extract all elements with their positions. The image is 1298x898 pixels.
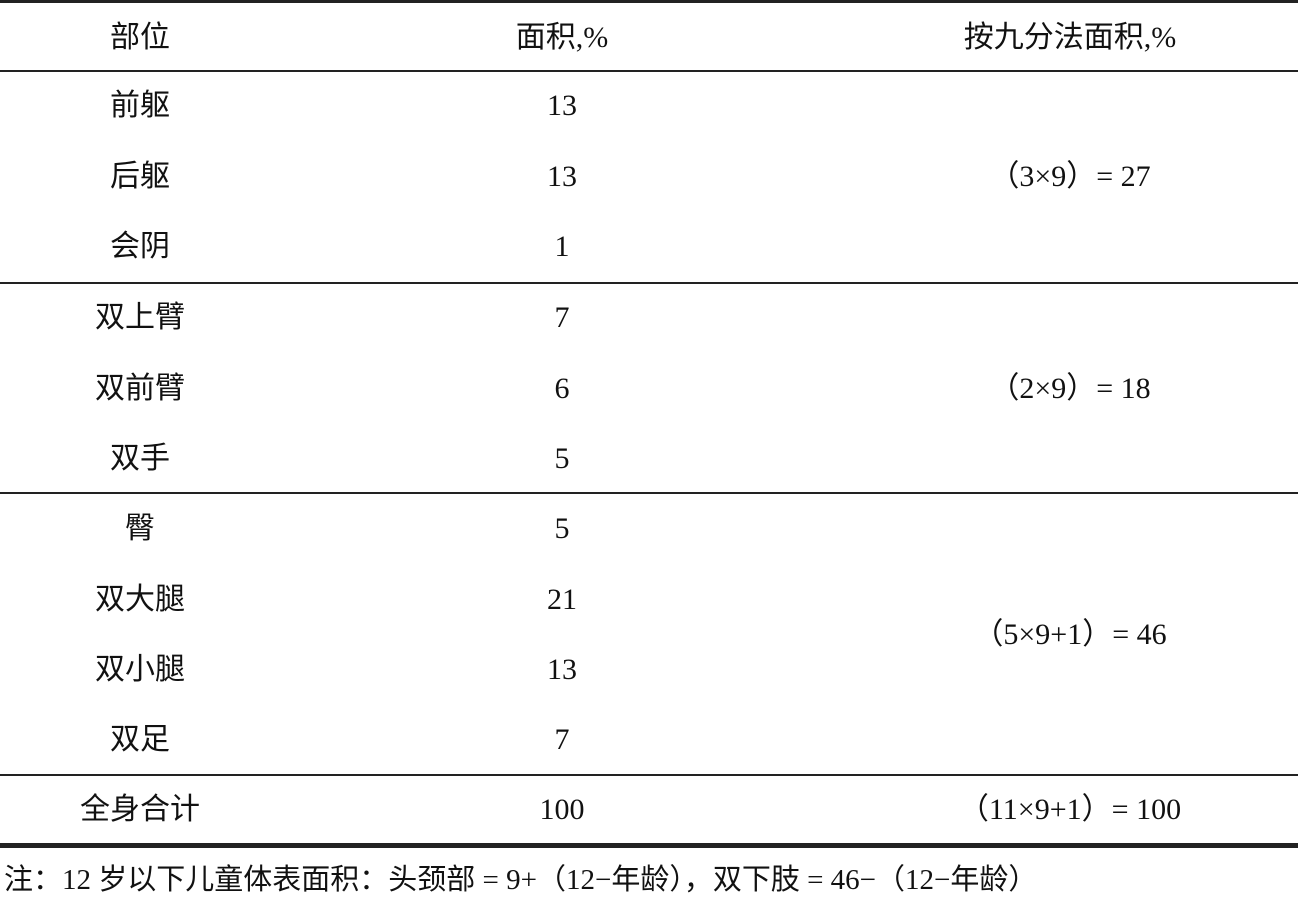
part-cell: 前躯	[110, 89, 170, 122]
part-cell: 双大腿	[95, 583, 185, 616]
area-cell: 21	[547, 583, 577, 616]
part-cell: 双小腿	[95, 653, 185, 686]
area-cell: 13	[547, 160, 577, 193]
bottom-rule	[0, 843, 1298, 848]
header-nine-rule: 按九分法面积,%	[963, 21, 1177, 54]
part-cell: 双上臂	[95, 301, 185, 334]
nine-rule-cell: （3×9）= 27	[989, 160, 1151, 193]
part-cell: 双足	[110, 723, 170, 756]
group-rule	[0, 774, 1298, 776]
area-cell: 5	[554, 442, 570, 475]
nine-rule-cell: （5×9+1）= 46	[973, 618, 1167, 651]
group-rule	[0, 282, 1298, 284]
area-cell: 7	[554, 723, 570, 756]
nine-rule-cell: （2×9）= 18	[989, 372, 1151, 405]
table-note: 注：12 岁以下儿童体表面积：头颈部 = 9+（12−年龄），双下肢 = 46−…	[4, 864, 1038, 896]
total-nine-rule-cell: （11×9+1）= 100	[958, 793, 1182, 826]
group-rule	[0, 492, 1298, 494]
part-cell: 双前臂	[95, 372, 185, 405]
header-rule	[0, 70, 1298, 72]
area-cell: 13	[547, 89, 577, 122]
area-cell: 1	[554, 230, 570, 263]
area-cell: 6	[554, 372, 570, 405]
area-cell: 13	[547, 653, 577, 686]
part-cell: 会阴	[110, 230, 170, 263]
part-cell: 臀	[125, 512, 155, 545]
header-part: 部位	[110, 21, 170, 54]
header-area: 面积,%	[515, 21, 609, 54]
area-cell: 7	[554, 301, 570, 334]
total-part-cell: 全身合计	[80, 793, 200, 826]
top-rule	[0, 0, 1298, 3]
part-cell: 后躯	[110, 160, 170, 193]
part-cell: 双手	[110, 442, 170, 475]
area-cell: 5	[554, 512, 570, 545]
total-area-cell: 100	[539, 793, 585, 826]
